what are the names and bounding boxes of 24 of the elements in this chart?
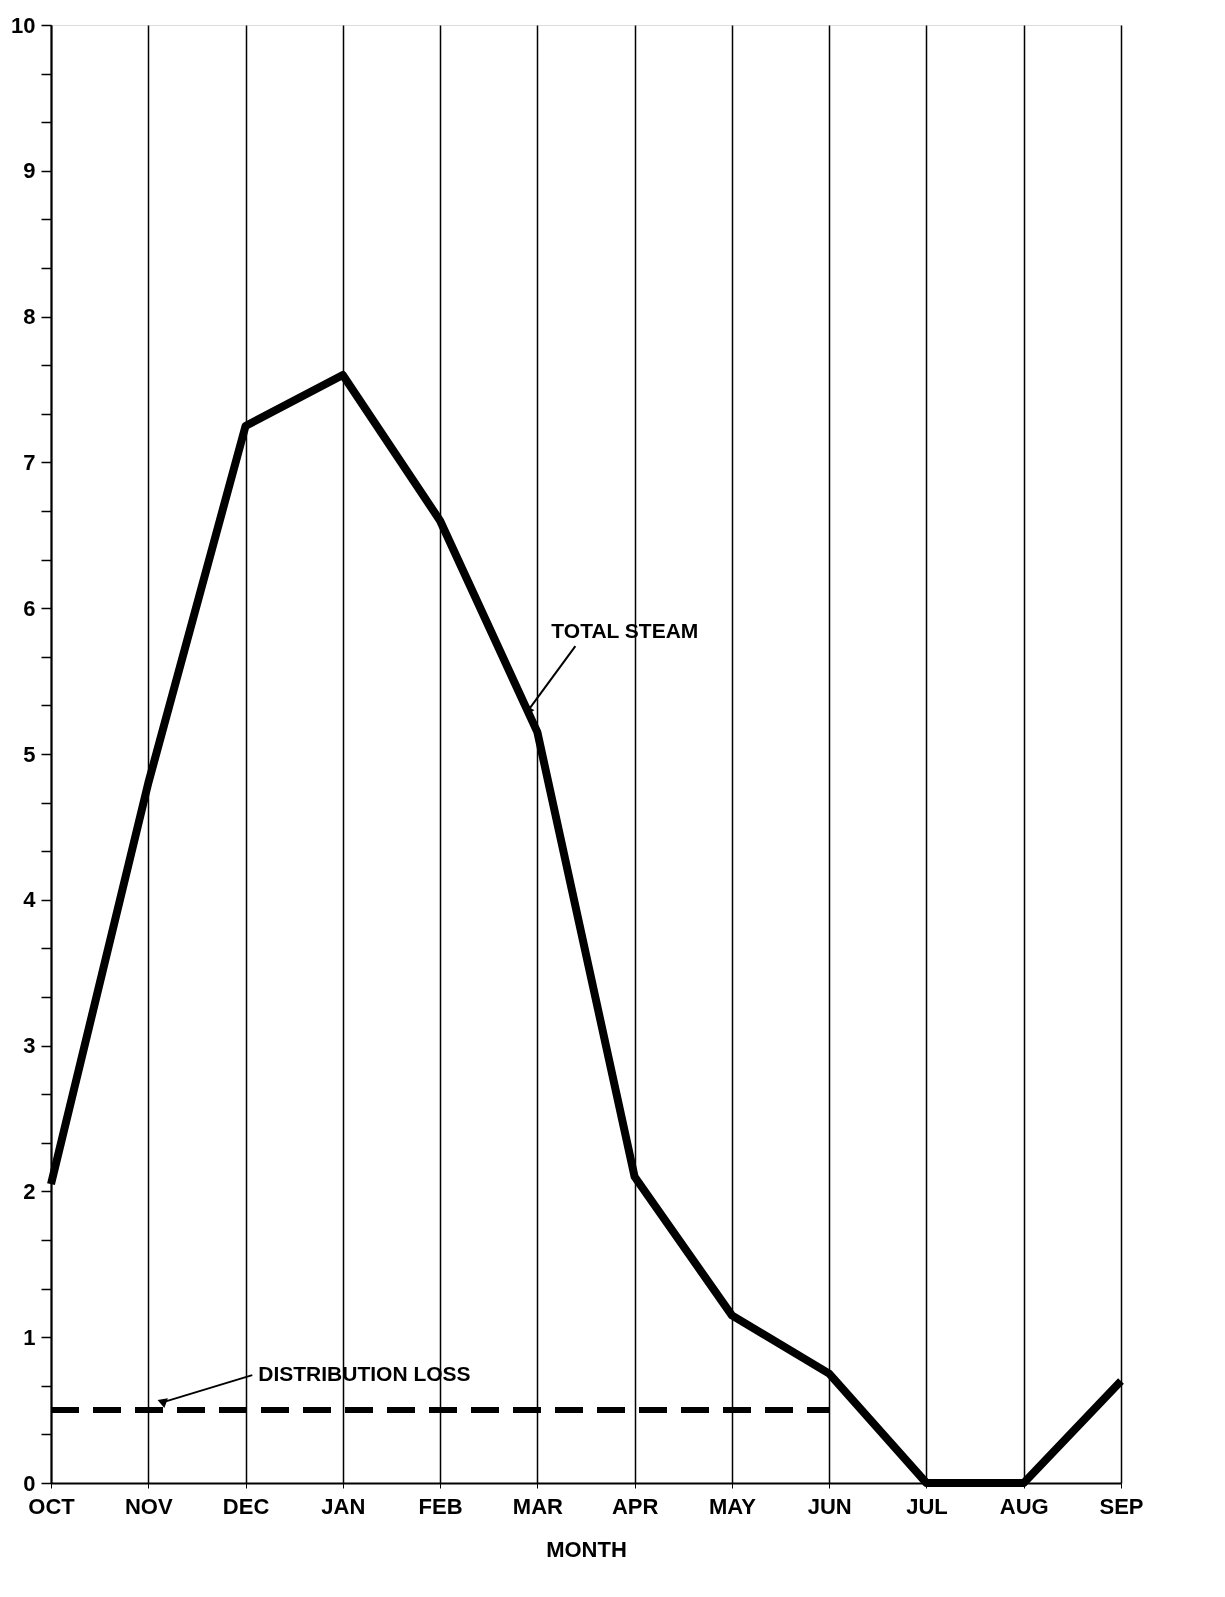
y-tick-label: 0	[23, 1470, 36, 1496]
x-tick-label: MAY	[708, 1493, 757, 1519]
x-axis-title: MONTH	[546, 1536, 627, 1562]
x-tick-label: NOV	[124, 1493, 173, 1519]
x-tick-label: OCT	[28, 1493, 76, 1519]
x-tick-label: JUN	[807, 1493, 852, 1519]
y-tick-label: 10	[11, 12, 36, 38]
x-tick-label: AUG	[999, 1493, 1049, 1519]
x-tick-label: FEB	[418, 1493, 463, 1519]
y-tick-label: 1	[23, 1324, 36, 1350]
y-tick-label: 2	[23, 1178, 36, 1204]
y-tick-label: 9	[23, 158, 36, 184]
x-tick-label: DEC	[222, 1493, 270, 1519]
x-tick-label: APR	[611, 1493, 659, 1519]
y-tick-label: 8	[23, 304, 36, 330]
x-tick-label: MAR	[512, 1493, 564, 1519]
x-tick-label: JUL	[906, 1493, 948, 1519]
y-tick-label: 3	[23, 1033, 36, 1059]
y-tick-label: 5	[23, 741, 36, 767]
y-tick-label: 7	[23, 449, 36, 475]
x-tick-label: SEP	[1099, 1493, 1144, 1519]
y-tick-label: 4	[23, 887, 37, 913]
x-tick-label: JAN	[321, 1493, 366, 1519]
y-tick-label: 6	[23, 595, 36, 621]
